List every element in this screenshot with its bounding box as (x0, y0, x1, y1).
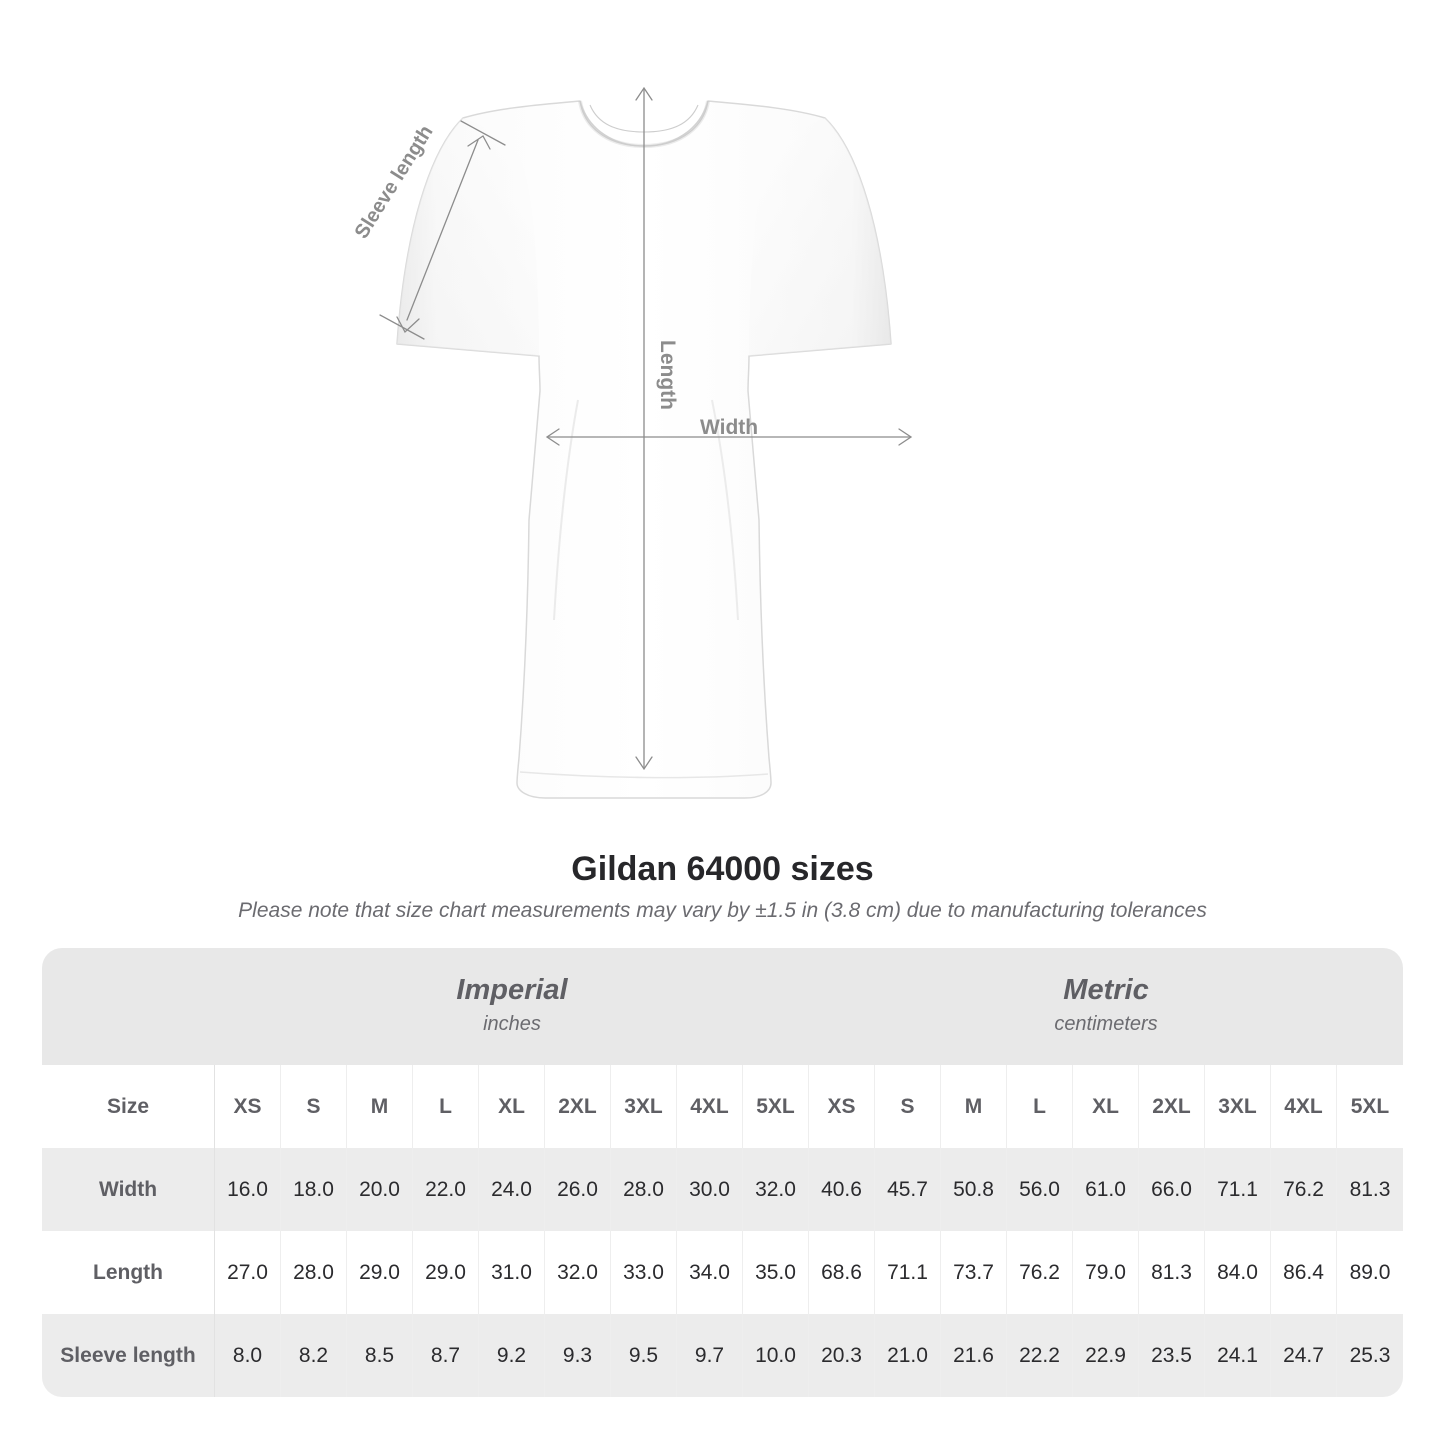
svg-text:Length: Length (656, 340, 679, 410)
svg-text:Width: Width (700, 416, 758, 439)
